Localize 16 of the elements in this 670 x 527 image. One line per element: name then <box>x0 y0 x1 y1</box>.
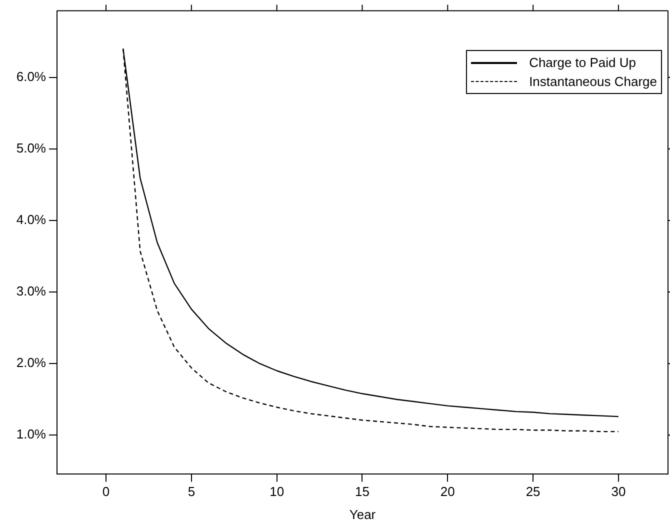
legend-label: Instantaneous Charge <box>529 73 657 91</box>
y-tick-label: 3.0% <box>16 284 46 299</box>
legend-label: Charge to Paid Up <box>529 54 636 72</box>
x-tick-label: 25 <box>526 484 540 500</box>
y-tick-label: 6.0% <box>16 68 46 84</box>
y-tick-label: 2.0% <box>16 355 46 370</box>
x-tick-label: 30 <box>611 484 626 500</box>
x-tick-label: 15 <box>355 484 370 500</box>
x-tick-label: 0 <box>102 484 110 500</box>
y-tick-label: 1.0% <box>16 426 46 442</box>
x-tick-label: 5 <box>188 484 196 500</box>
x-axis-title: Year <box>349 506 376 522</box>
x-tick-label: 10 <box>270 484 284 500</box>
y-tick-label: 4.0% <box>16 212 46 228</box>
y-tick-label: 5.0% <box>16 140 46 156</box>
x-tick-label: 20 <box>440 484 455 500</box>
